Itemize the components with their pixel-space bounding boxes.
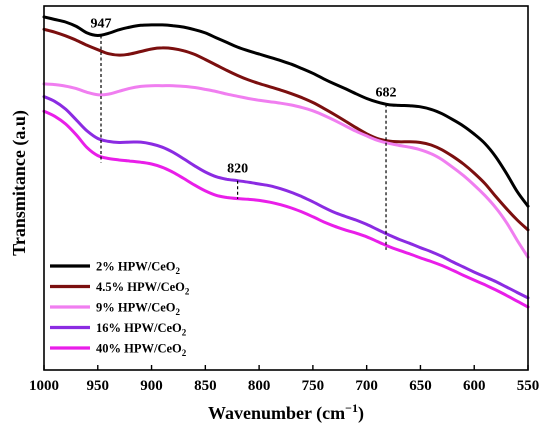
x-tick-label: 800 <box>248 378 271 394</box>
legend-label-1: 2% HPW/CeO2 <box>96 260 181 277</box>
x-axis-ticks: 1000 950 900 850 800 750 700 650 600 550 <box>29 365 539 394</box>
x-tick-label: 650 <box>409 378 432 394</box>
x-tick-label: 950 <box>87 378 110 394</box>
annotation-label-820: 820 <box>227 162 248 177</box>
legend-label-4: 16% HPW/CeO2 <box>96 321 187 338</box>
legend-label-3: 9% HPW/CeO2 <box>96 301 181 318</box>
legend: 2% HPW/CeO2 4.5% HPW/CeO2 9% HPW/CeO2 16% H… <box>50 260 190 359</box>
x-tick-label: 1000 <box>29 378 59 394</box>
x-tick-label: 550 <box>517 378 540 394</box>
legend-label-2: 4.5% HPW/CeO2 <box>96 280 190 297</box>
series-line-2 <box>42 27 530 232</box>
x-tick-label: 750 <box>302 378 325 394</box>
annotation-group: 947 682 820 <box>91 16 397 250</box>
series-line-5 <box>42 109 530 309</box>
plot-frame <box>43 5 529 371</box>
x-tick-label: 600 <box>463 378 486 394</box>
series-line-1 <box>42 15 530 208</box>
x-tick-label: 700 <box>355 378 378 394</box>
x-tick-label: 850 <box>194 378 217 394</box>
series-line-4 <box>42 95 530 300</box>
annotation-label-682: 682 <box>376 85 397 100</box>
legend-label-5: 40% HPW/CeO2 <box>96 342 187 359</box>
annotation-label-947: 947 <box>91 16 112 31</box>
series-group <box>42 15 530 309</box>
x-axis-label: Wavenumber (cm−1) <box>208 401 364 424</box>
series-line-3 <box>42 82 530 259</box>
x-tick-label: 900 <box>140 378 163 394</box>
y-axis-label: Transmitance (a.u) <box>9 110 30 256</box>
